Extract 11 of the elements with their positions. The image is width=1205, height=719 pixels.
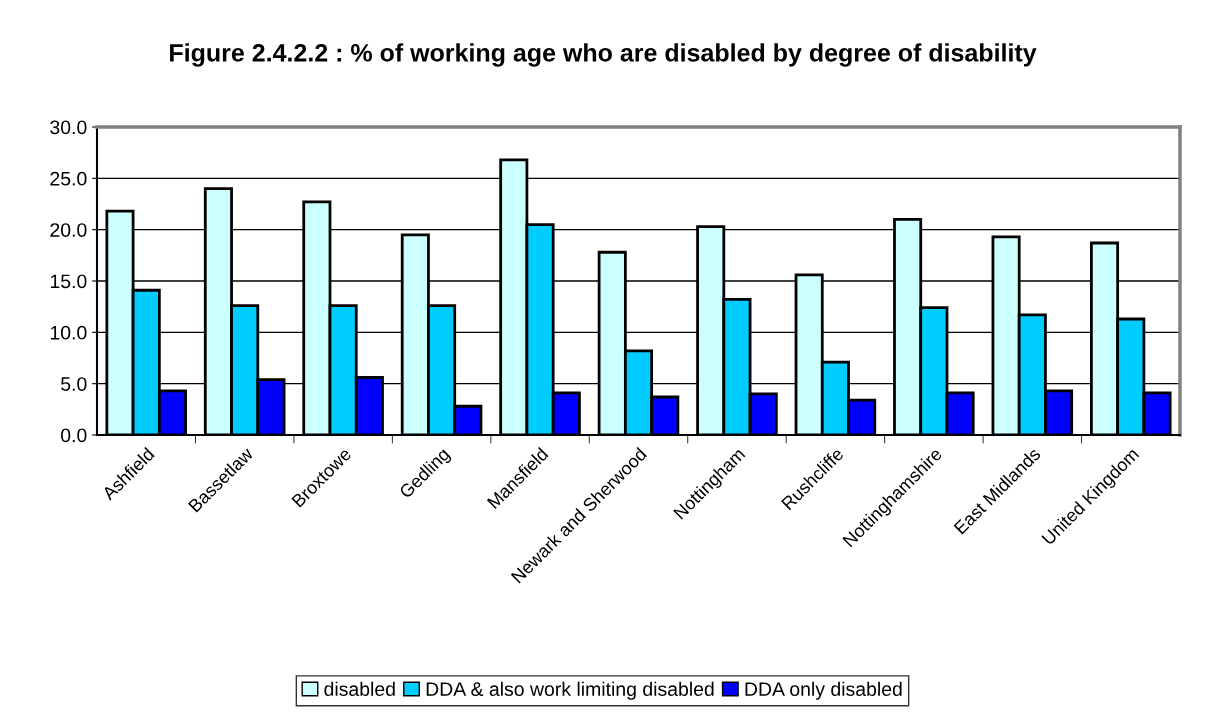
- y-tick-label: 5.0: [61, 377, 87, 391]
- y-tick-label: 0.0: [61, 428, 87, 443]
- legend-label: DDA only disabled: [745, 681, 902, 700]
- legend-label: disabled: [324, 681, 395, 697]
- y-tick-label: 10.0: [50, 325, 87, 340]
- chart-title: Figure 2.4.2.2 : % of working age who are disabled by degree of disability: [170, 43, 1037, 67]
- y-tick-label: 20.0: [50, 223, 87, 237]
- legend-label: DDA & also work limiting disabled: [426, 681, 714, 700]
- y-tick-label: 25.0: [50, 171, 87, 186]
- y-tick-label: 15.0: [50, 274, 87, 289]
- y-tick-label: 30.0: [50, 120, 87, 135]
